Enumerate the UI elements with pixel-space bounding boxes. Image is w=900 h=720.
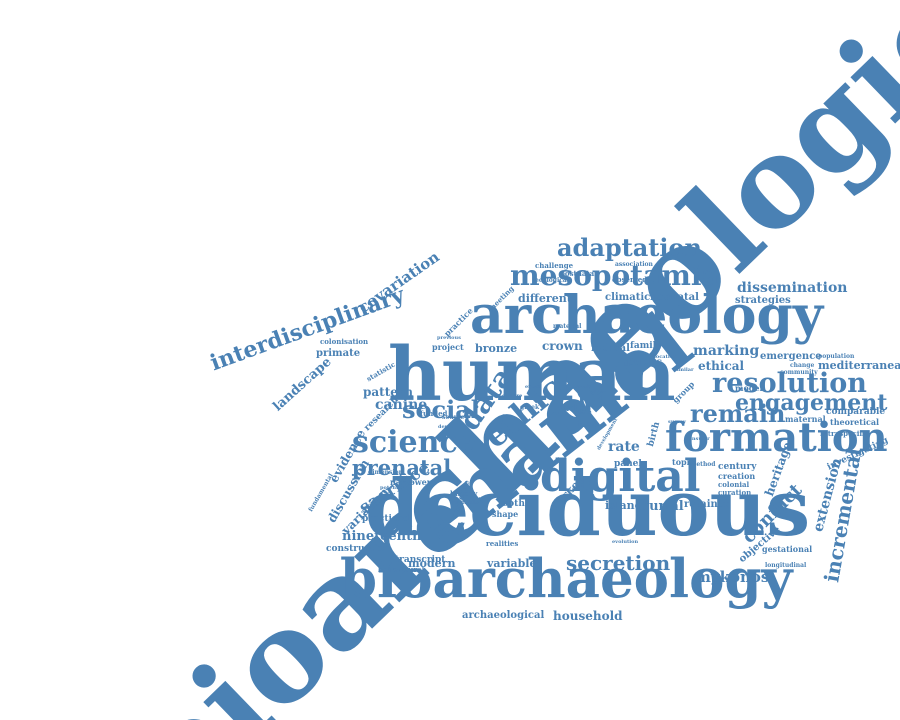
word-project: project [432, 342, 464, 352]
word-wider: wider [590, 389, 606, 395]
word-practiced: practiced [362, 514, 410, 524]
word-dissemination: dissemination [737, 280, 848, 296]
word-source: source [442, 414, 465, 421]
word-material: material [553, 323, 582, 330]
word-modern: modern [408, 557, 456, 570]
word-colonial: colonial [718, 480, 750, 489]
word-secretion: secretion [566, 551, 671, 575]
word-behavioural: behavioural [378, 565, 425, 574]
word-shape: shape [492, 509, 519, 519]
word-longitudinal: longitudinal [765, 562, 807, 569]
word-crown: crown [542, 339, 583, 353]
word-island: island [605, 499, 643, 512]
word-previous: previous [437, 335, 461, 341]
word-panel: panel [614, 459, 642, 469]
word-state: state [575, 409, 592, 416]
word-dimension: dimension [368, 469, 404, 476]
word-pattern: pattern [363, 385, 413, 399]
word-time: time [578, 419, 599, 429]
word-resolution: resolution [712, 368, 867, 399]
word-birth: birth [646, 420, 663, 448]
word-neonatal: neonatal [650, 292, 699, 303]
word-nineteenth: nineteenth [342, 529, 422, 544]
word-history: history [450, 489, 478, 498]
word-mesopotamia: mesopotamia [510, 259, 720, 292]
word-construction: construction [326, 544, 391, 554]
word-similar: similar [674, 367, 694, 373]
word-digital: digital [540, 451, 701, 502]
word-association: association [615, 261, 653, 268]
word-challenge: challenge [535, 261, 574, 270]
word-maternal: maternal [785, 414, 826, 424]
word-radical: radical [591, 343, 630, 354]
word-human: human [388, 332, 676, 418]
word-funded: funded [420, 409, 448, 418]
word-bioarchaeology: bioarchaeology [340, 548, 793, 610]
word-mediterranean: mediterranean [818, 359, 900, 372]
word-method: method [690, 461, 716, 468]
word-depth: depth [438, 424, 455, 430]
word-family: family [630, 341, 662, 351]
word-postnatal: postnatal [560, 269, 597, 278]
word-archaeological: archaeological [462, 610, 545, 621]
word-ecological: ecological [535, 277, 570, 284]
word-culture: culture [502, 393, 523, 399]
word-comparable: comparable [826, 407, 886, 417]
word-century: century [718, 462, 757, 472]
word-narrower: narrower [390, 477, 431, 487]
word-engagement: engagement [735, 390, 888, 416]
word-observed: observed [612, 275, 648, 284]
word-potential: potential [380, 485, 406, 491]
word-intraspecific: intraspecific [820, 429, 869, 438]
word-transcript: transcript [395, 555, 446, 565]
word-canine: canine [375, 397, 428, 413]
word-climatic: climatic [605, 292, 651, 303]
word-retainer: retainer [684, 499, 730, 510]
word-science: science [352, 425, 477, 460]
word-model: model [735, 383, 763, 393]
word-emergence: emergence [760, 351, 822, 362]
word-deciduous: deciduous [365, 463, 811, 554]
word-gestational: gestational [762, 544, 813, 554]
word-landscape: landscape [270, 354, 335, 415]
word-survey: survey [668, 419, 687, 425]
word-adaptation: adaptation [557, 233, 702, 262]
word-colonisation: colonisation [320, 337, 369, 346]
word-creation: creation [718, 471, 756, 481]
word-theoretical: theoretical [830, 417, 880, 427]
word-curation: curation [718, 488, 752, 497]
word-mykonos: mykonos [695, 568, 770, 586]
word-public: public [627, 357, 662, 368]
word-result: result [575, 384, 592, 390]
word-population: population [818, 353, 855, 360]
word-household: household [553, 609, 623, 623]
word-different: different [518, 292, 572, 305]
word-variable: variable [487, 557, 537, 570]
word-realities: realities [486, 539, 519, 548]
word-strategies: strategies [735, 295, 791, 306]
word-width: width [558, 404, 587, 414]
word-burial: burial [640, 499, 684, 514]
word-effect: effect [525, 384, 541, 390]
word-formation: formation [665, 414, 888, 461]
word-greek: greek [520, 404, 540, 411]
word-primate: primate [316, 348, 361, 359]
word-community: community [780, 369, 818, 376]
word-prenatal: prenatal [352, 455, 452, 480]
word-tooth: tooth [498, 499, 525, 509]
word-archaeology: archaeology [470, 285, 824, 346]
word-topic: topic [672, 457, 695, 467]
word-change: change [790, 362, 815, 369]
word-social: social [402, 395, 480, 424]
word-location: location [654, 354, 677, 360]
word-remain: remain [690, 399, 786, 428]
word-evolution: evolution [612, 539, 639, 545]
word-marking: marking [693, 343, 760, 359]
word-analysis: analysis [452, 499, 479, 506]
word-bronze: bronze [475, 342, 518, 355]
word-insular: insular [690, 436, 710, 442]
word-rate: rate [608, 439, 640, 455]
word-ethical: ethical [698, 359, 745, 373]
